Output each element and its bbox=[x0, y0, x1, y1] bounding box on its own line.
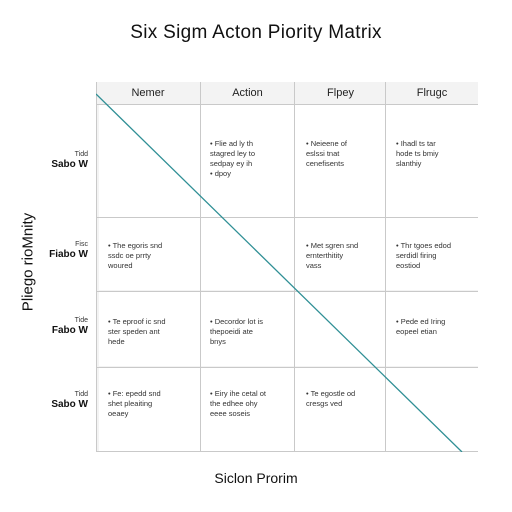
row-label: Fisc Fiabo W bbox=[36, 240, 88, 261]
matrix-cell bbox=[99, 292, 200, 366]
row-label-small: Tidd bbox=[74, 391, 88, 398]
grid-line bbox=[96, 217, 478, 218]
grid-line bbox=[96, 451, 478, 452]
cell-text: • Pede ed Iring eopeel etian bbox=[396, 317, 446, 336]
matrix-cell bbox=[386, 218, 478, 290]
grid-line bbox=[96, 291, 478, 292]
grid-line bbox=[385, 82, 386, 452]
cell-text: • Eiry ihe cetal ot the edhee ohy eeee s… bbox=[210, 389, 266, 418]
row-label-small: Fisc bbox=[75, 241, 88, 248]
matrix-cell bbox=[201, 368, 294, 452]
matrix-cell bbox=[99, 218, 200, 290]
row-label: Tidd Sabo W bbox=[36, 150, 88, 171]
grid-line bbox=[96, 104, 478, 105]
y-axis-label: Pliego rioMnity bbox=[19, 212, 37, 312]
matrix-cell bbox=[295, 292, 385, 366]
column-header: Action bbox=[200, 82, 295, 104]
cell-text: • Fe: epedd snd shet pleaiting oeaey bbox=[108, 389, 161, 418]
matrix-cell bbox=[201, 104, 294, 223]
row-label-main: Sabo W bbox=[51, 159, 88, 170]
matrix-cell bbox=[295, 104, 385, 223]
cell-text: • The egoris snd ssdc oe prrty woured bbox=[108, 241, 163, 270]
priority-matrix: Nemer Action Flpey Flrugc • Flie ad ly t… bbox=[96, 82, 478, 452]
matrix-cell bbox=[99, 368, 200, 452]
cell-text: • Flie ad ly th stagred ley to sedpay ey… bbox=[210, 139, 256, 178]
matrix-cell bbox=[201, 292, 294, 366]
priority-diagonal-line bbox=[96, 93, 463, 452]
cell-text: • Te egostle od cresgs ved bbox=[306, 389, 356, 408]
column-header: Flpey bbox=[295, 82, 386, 104]
matrix-cell bbox=[99, 104, 200, 223]
row-label: Tidd Sabo W bbox=[36, 390, 88, 411]
column-header: Flrugc bbox=[386, 82, 478, 104]
matrix-title: Six Sigm Acton Piority Matrix bbox=[130, 22, 382, 43]
row-label-small: Tide bbox=[74, 317, 88, 324]
grid-line bbox=[96, 367, 478, 368]
row-label-small: Tidd bbox=[74, 151, 88, 158]
cell-text: • Thr tgoes edod serdidl firing eostiod bbox=[396, 241, 452, 270]
grid-line bbox=[294, 82, 295, 452]
matrix-cell bbox=[201, 218, 294, 290]
cell-text: • Ihadl ts tar hode ts bmiy slanthiy bbox=[396, 139, 439, 168]
column-header: Nemer bbox=[96, 82, 200, 104]
matrix-cell bbox=[295, 368, 385, 452]
grid-line bbox=[96, 82, 97, 452]
cell-text: • Decordor lot is thepoeidi ate bnys bbox=[210, 317, 264, 346]
matrix-cell bbox=[386, 104, 478, 223]
cell-text: • Te eproof ic snd ster speden ant hede bbox=[108, 317, 166, 346]
grid-line bbox=[200, 82, 201, 452]
row-label-main: Fabo W bbox=[51, 325, 88, 336]
row-label-main: Sabo W bbox=[51, 399, 88, 410]
cell-text: • Met sgren snd ernterthitity vass bbox=[306, 241, 359, 270]
row-label-main: Fiabo W bbox=[49, 249, 88, 260]
row-label: Tide Fabo W bbox=[36, 316, 88, 337]
matrix-cell bbox=[295, 218, 385, 290]
cell-text: • Neieene of eslssi tnat cenefisents bbox=[306, 139, 347, 168]
matrix-cell bbox=[386, 292, 478, 366]
x-axis-label: Siclon Prorim bbox=[214, 470, 298, 486]
matrix-cell bbox=[386, 368, 478, 452]
